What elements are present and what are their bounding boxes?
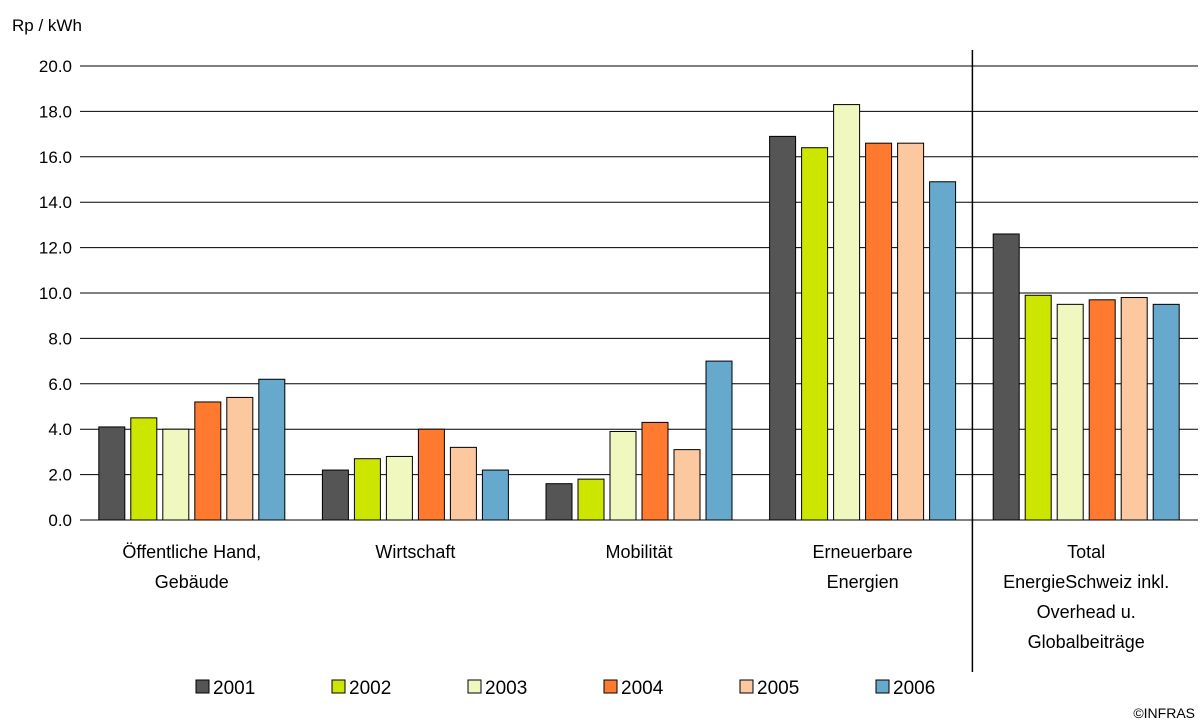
- bar-2006-cat-3: [929, 181, 957, 521]
- bar-2005-cat-3: [897, 142, 925, 521]
- bar-2001-cat-3: [769, 135, 797, 521]
- y-tick-label: 14.0: [39, 193, 72, 212]
- bar-2004-cat-0: [194, 401, 222, 521]
- y-tick-labels: 0.0 2.0 4.0 6.0 8.0 10.0 12.0 14.0 16.0 18.0 20.0: [39, 57, 72, 530]
- legend-label-2001: 2001: [213, 678, 255, 699]
- legend-swatch-2004: [603, 679, 618, 694]
- bar-2002-cat-2: [577, 478, 605, 521]
- bar-2003-cat-0: [162, 428, 190, 521]
- y-tick-label: 20.0: [39, 57, 72, 76]
- bar-2002-cat-4: [1024, 294, 1052, 521]
- bar-2004-cat-1: [417, 428, 445, 521]
- bar-2001-cat-2: [545, 483, 573, 521]
- bar-2005-cat-0: [226, 396, 254, 521]
- legend: 2001 2002 2003 2004 2005 2006: [195, 678, 935, 699]
- category-label: Erneuerbare Energien: [813, 542, 913, 592]
- bar-2006-cat-2: [705, 360, 733, 521]
- category-label: Mobilität: [605, 542, 672, 562]
- legend-label-2003: 2003: [485, 678, 527, 699]
- bar-2006-cat-4: [1152, 303, 1180, 521]
- bar-2004-cat-4: [1088, 299, 1116, 521]
- y-tick-label: 16.0: [39, 148, 72, 167]
- y-tick-label: 6.0: [48, 375, 72, 394]
- category-label: Total EnergieSchweiz inkl. Overhead u. Glob…: [1003, 542, 1169, 652]
- bar-2001-cat-4: [992, 233, 1020, 521]
- category-label: Öffentliche Hand, Gebäude: [122, 542, 261, 592]
- legend-label-2004: 2004: [621, 678, 664, 699]
- category-labels: Öffentliche Hand, Gebäude Wirtschaft Mobili…: [122, 542, 1169, 652]
- bar-2001-cat-1: [321, 469, 349, 521]
- bar-2004-cat-2: [641, 421, 669, 521]
- bar-2003-cat-4: [1056, 303, 1084, 521]
- y-tick-label: 10.0: [39, 284, 72, 303]
- legend-swatch-2006: [875, 679, 890, 694]
- category-label: Wirtschaft: [375, 542, 455, 562]
- bar-2006-cat-1: [481, 469, 509, 521]
- bar-2002-cat-0: [130, 417, 158, 521]
- legend-swatch-2005: [739, 679, 754, 694]
- legend-label-2002: 2002: [349, 678, 391, 699]
- y-tick-label: 8.0: [48, 329, 72, 348]
- bar-2005-cat-1: [449, 446, 477, 521]
- legend-swatch-2003: [467, 679, 482, 694]
- y-tick-label: 18.0: [39, 102, 72, 121]
- bar-2001-cat-0: [98, 426, 126, 521]
- axes: [80, 50, 1198, 672]
- y-tick-label: 4.0: [48, 420, 72, 439]
- bar-2003-cat-3: [833, 104, 861, 521]
- bar-2005-cat-2: [673, 449, 701, 521]
- legend-swatch-2002: [331, 679, 346, 694]
- bar-2002-cat-3: [801, 147, 829, 521]
- legend-label-2005: 2005: [757, 678, 799, 699]
- y-tick-label: 2.0: [48, 466, 72, 485]
- bar-2002-cat-1: [353, 458, 381, 521]
- bar-2003-cat-2: [609, 430, 637, 521]
- y-tick-label: 0.0: [48, 511, 72, 530]
- bar-2004-cat-3: [865, 142, 893, 521]
- bar-2005-cat-4: [1120, 297, 1148, 521]
- y-tick-label: 12.0: [39, 239, 72, 258]
- y-axis-unit-label: Rp / kWh: [12, 16, 82, 35]
- bar-2003-cat-1: [385, 455, 413, 521]
- copyright-notice: ©INFRAS: [1133, 705, 1195, 721]
- bar-2006-cat-0: [258, 378, 286, 521]
- legend-swatch-2001: [195, 679, 210, 694]
- bars: [98, 104, 1180, 521]
- legend-label-2006: 2006: [893, 678, 935, 699]
